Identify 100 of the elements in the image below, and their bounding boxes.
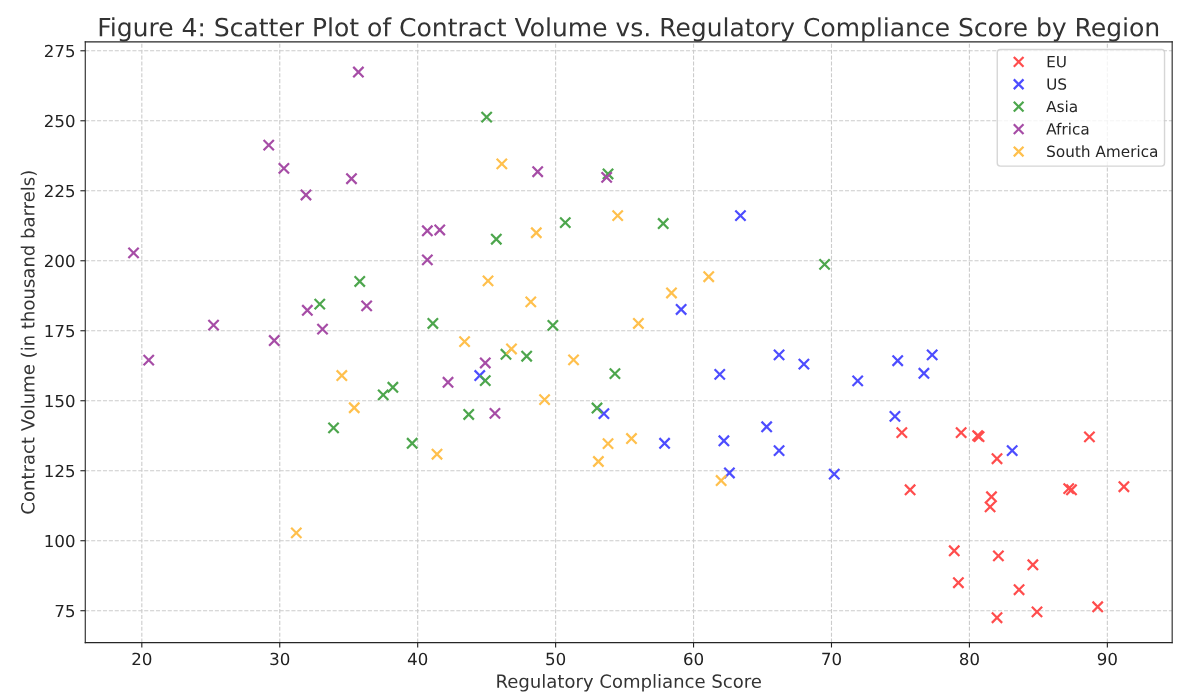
point	[421, 253, 434, 267]
point	[430, 447, 444, 461]
point	[335, 369, 349, 382]
point	[597, 407, 611, 420]
point	[520, 349, 533, 363]
y-tick-label: 275	[44, 44, 75, 58]
point	[473, 369, 487, 382]
y-tick-label: 150	[45, 394, 75, 408]
point	[983, 500, 997, 514]
point	[462, 408, 475, 421]
point	[142, 353, 155, 367]
point	[567, 353, 580, 367]
x-tick-label: 70	[822, 652, 841, 666]
y-tick-label: 200	[44, 254, 75, 268]
y-tick-label: 75	[55, 604, 75, 618]
point	[458, 335, 471, 348]
point	[601, 167, 615, 181]
y-tick-label: 125	[45, 464, 75, 478]
point	[352, 65, 365, 79]
point	[327, 421, 340, 435]
point	[353, 275, 367, 288]
point	[590, 401, 604, 415]
point	[888, 410, 902, 423]
point	[127, 246, 140, 260]
point	[851, 374, 864, 388]
point	[917, 367, 931, 380]
point	[760, 420, 773, 434]
point	[665, 286, 678, 300]
point	[947, 544, 961, 558]
point	[538, 393, 551, 406]
point	[990, 611, 1004, 624]
point	[714, 474, 728, 487]
x-axis-title: Regulatory Compliance Score	[497, 674, 761, 692]
point	[524, 295, 538, 309]
point	[891, 354, 904, 367]
point	[952, 576, 965, 589]
point	[1005, 444, 1019, 457]
point	[345, 172, 358, 185]
x-tick-label: 30	[270, 652, 290, 666]
point	[611, 209, 624, 222]
y-tick-label: 175	[45, 324, 75, 338]
chart-title: Figure 4: Scatter Plot of Contract Volume vs. Regulatory Compliance Score by Region	[99, 17, 1159, 42]
legend-label: EU	[1047, 56, 1066, 68]
point	[405, 437, 419, 450]
point	[490, 232, 503, 246]
point	[656, 217, 670, 230]
point	[674, 303, 688, 316]
point	[426, 317, 440, 330]
legend-label: US	[1047, 78, 1067, 90]
point	[702, 270, 715, 283]
point	[723, 466, 736, 480]
point	[1012, 583, 1026, 596]
y-tick-label: 100	[45, 534, 75, 548]
point	[299, 188, 313, 202]
point	[316, 322, 329, 336]
point	[530, 226, 543, 240]
point	[207, 318, 220, 332]
point	[290, 526, 303, 540]
point	[1091, 600, 1104, 614]
point	[903, 483, 917, 497]
point	[925, 348, 939, 362]
point	[479, 374, 492, 387]
point	[301, 304, 314, 317]
point	[772, 444, 786, 457]
y-tick-label: 250	[44, 114, 75, 128]
point	[505, 342, 518, 356]
y-axis-title: Contract Volume (in thousand barrels)	[20, 171, 37, 514]
point	[658, 437, 671, 450]
point	[827, 467, 841, 481]
point	[495, 157, 509, 171]
x-tick-label: 60	[684, 652, 704, 666]
x-tick-label: 90	[1097, 652, 1117, 666]
y-tick-label: 225	[44, 184, 75, 198]
point	[895, 426, 909, 439]
x-tick-label: 40	[407, 652, 428, 666]
point	[990, 452, 1004, 465]
x-tick-label: 20	[132, 652, 152, 666]
point	[1083, 430, 1096, 444]
legend-label: Asia	[1046, 100, 1077, 113]
legend-label: Africa	[1046, 122, 1089, 135]
point	[488, 407, 502, 420]
point	[559, 216, 572, 229]
point	[717, 434, 731, 448]
point	[347, 401, 361, 414]
x-tick-label: 80	[959, 652, 979, 666]
point	[546, 319, 560, 332]
point	[1026, 558, 1040, 572]
point	[277, 162, 291, 175]
point	[601, 437, 615, 450]
point	[441, 376, 455, 389]
point	[734, 209, 747, 222]
legend-label: South America	[1047, 145, 1158, 158]
point	[531, 165, 544, 178]
point	[262, 138, 275, 152]
point	[992, 549, 1005, 563]
point	[481, 274, 495, 288]
point	[480, 110, 493, 124]
point	[608, 367, 622, 380]
point	[267, 334, 281, 347]
point	[360, 299, 373, 313]
